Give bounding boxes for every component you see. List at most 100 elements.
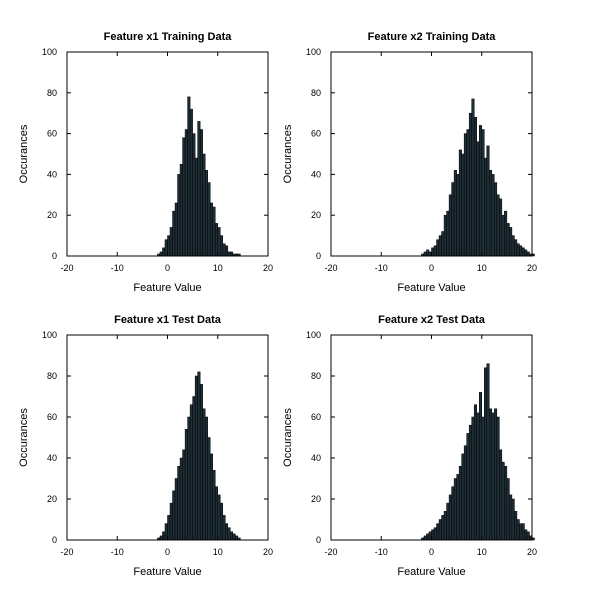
histogram-bar xyxy=(230,251,234,257)
histogram-bar xyxy=(514,511,518,541)
histogram-bar xyxy=(225,245,229,257)
histogram-bar xyxy=(468,424,472,541)
histogram-bar xyxy=(524,529,528,541)
histogram-bar xyxy=(174,202,178,257)
x-axis-label: Feature Value xyxy=(397,566,465,578)
histogram-bar xyxy=(524,249,528,257)
y-tick-label: 0 xyxy=(52,251,57,261)
histogram-bar xyxy=(436,523,440,541)
histogram-bar xyxy=(463,445,467,541)
histogram-bar xyxy=(504,210,508,257)
histogram-bar xyxy=(494,182,498,257)
histogram-bar xyxy=(204,416,208,541)
histogram-bar xyxy=(476,412,480,541)
histogram-bar xyxy=(511,235,515,257)
y-tick-label: 40 xyxy=(311,169,321,179)
histogram-bar xyxy=(484,367,488,541)
histogram-bar xyxy=(526,531,530,541)
y-axis-label: Occurances xyxy=(18,124,30,183)
histogram-bar xyxy=(227,251,231,257)
histogram-bar xyxy=(187,416,191,541)
x-tick-label: -20 xyxy=(324,263,337,273)
histogram-bar xyxy=(179,457,183,541)
x-tick-label: 20 xyxy=(263,263,273,273)
histogram-bar xyxy=(478,125,482,257)
histogram-bar xyxy=(458,465,462,541)
histogram-bar xyxy=(172,210,176,257)
histogram-bar xyxy=(443,214,447,257)
x-axis-label: Feature Value xyxy=(133,282,201,294)
chart-title: Feature x1 Training Data xyxy=(104,31,233,43)
x-tick-label: 10 xyxy=(477,263,487,273)
histogram-bar xyxy=(217,494,221,541)
y-tick-label: 40 xyxy=(311,453,321,463)
x-axis-label: Feature Value xyxy=(397,282,465,294)
histogram-bar xyxy=(222,515,226,541)
y-tick-label: 60 xyxy=(311,412,321,422)
histogram-bar xyxy=(481,129,485,257)
x-tick-label: 10 xyxy=(213,263,223,273)
y-tick-label: 0 xyxy=(316,535,321,545)
y-axis-label: Occurances xyxy=(18,408,30,467)
x-tick-label: 10 xyxy=(477,547,487,557)
histogram-bar xyxy=(501,214,505,257)
plot-frame xyxy=(66,51,269,257)
histogram-bar xyxy=(204,170,208,257)
y-tick-label: 80 xyxy=(311,371,321,381)
y-tick-label: 80 xyxy=(47,371,57,381)
histogram-bar xyxy=(453,478,457,541)
histogram-bar xyxy=(499,198,503,257)
histogram-bar xyxy=(496,194,500,257)
histogram-bar xyxy=(448,194,452,257)
x-tick-label: 0 xyxy=(165,263,170,273)
y-tick-label: 100 xyxy=(42,330,57,340)
histogram-bar xyxy=(489,408,493,541)
histogram-panel: -20 -10 0 10 20 0 20 40 60 80 100 Feature x2 Traini… xyxy=(282,31,537,294)
y-tick-label: 20 xyxy=(47,210,57,220)
histogram-bar xyxy=(456,474,460,541)
histogram-bar xyxy=(162,531,166,541)
x-tick-label: 10 xyxy=(213,547,223,557)
histogram-bar xyxy=(207,437,211,541)
histogram-bar xyxy=(509,494,513,541)
histogram-bar xyxy=(179,163,183,257)
histogram-bar xyxy=(197,371,201,541)
x-tick-label: 0 xyxy=(165,547,170,557)
y-tick-label: 80 xyxy=(47,88,57,98)
histogram-bar xyxy=(184,429,188,541)
histogram-bar xyxy=(220,235,224,257)
histogram-bar xyxy=(225,523,229,541)
x-tick-label: -10 xyxy=(375,263,388,273)
chart-title: Feature x2 Training Data xyxy=(368,31,497,43)
histogram-bar xyxy=(426,533,430,541)
histogram-bar xyxy=(451,486,455,541)
histogram-bar xyxy=(471,416,475,541)
histogram-bar xyxy=(212,470,216,541)
histogram-bar xyxy=(220,502,224,541)
histogram-panel: -20 -10 0 10 20 0 20 40 60 80 100 Feature x2 Test D… xyxy=(282,314,537,578)
histogram-bar xyxy=(491,412,495,541)
histogram-bar xyxy=(199,383,203,541)
histogram-bar xyxy=(235,535,239,541)
y-tick-label: 20 xyxy=(311,210,321,220)
x-tick-label: -10 xyxy=(111,263,124,273)
y-tick-label: 60 xyxy=(47,129,57,139)
histogram-bar xyxy=(217,227,221,257)
x-tick-label: -10 xyxy=(111,547,124,557)
histogram-bar xyxy=(214,486,219,541)
y-tick-label: 20 xyxy=(311,494,321,504)
x-tick-label: -20 xyxy=(60,263,73,273)
histogram-bar xyxy=(443,511,447,541)
histogram-bar xyxy=(451,182,455,257)
histogram-bar xyxy=(519,245,523,257)
histogram-bar xyxy=(516,243,520,257)
histogram-bar xyxy=(426,249,430,257)
histogram-bar xyxy=(436,239,440,257)
y-tick-label: 60 xyxy=(311,129,321,139)
histogram-bar xyxy=(526,251,530,257)
histogram-bar xyxy=(506,223,510,257)
histogram-bar xyxy=(461,453,465,541)
histogram-bar xyxy=(227,527,231,541)
x-tick-label: 20 xyxy=(527,263,537,273)
histogram-bar xyxy=(202,408,206,541)
